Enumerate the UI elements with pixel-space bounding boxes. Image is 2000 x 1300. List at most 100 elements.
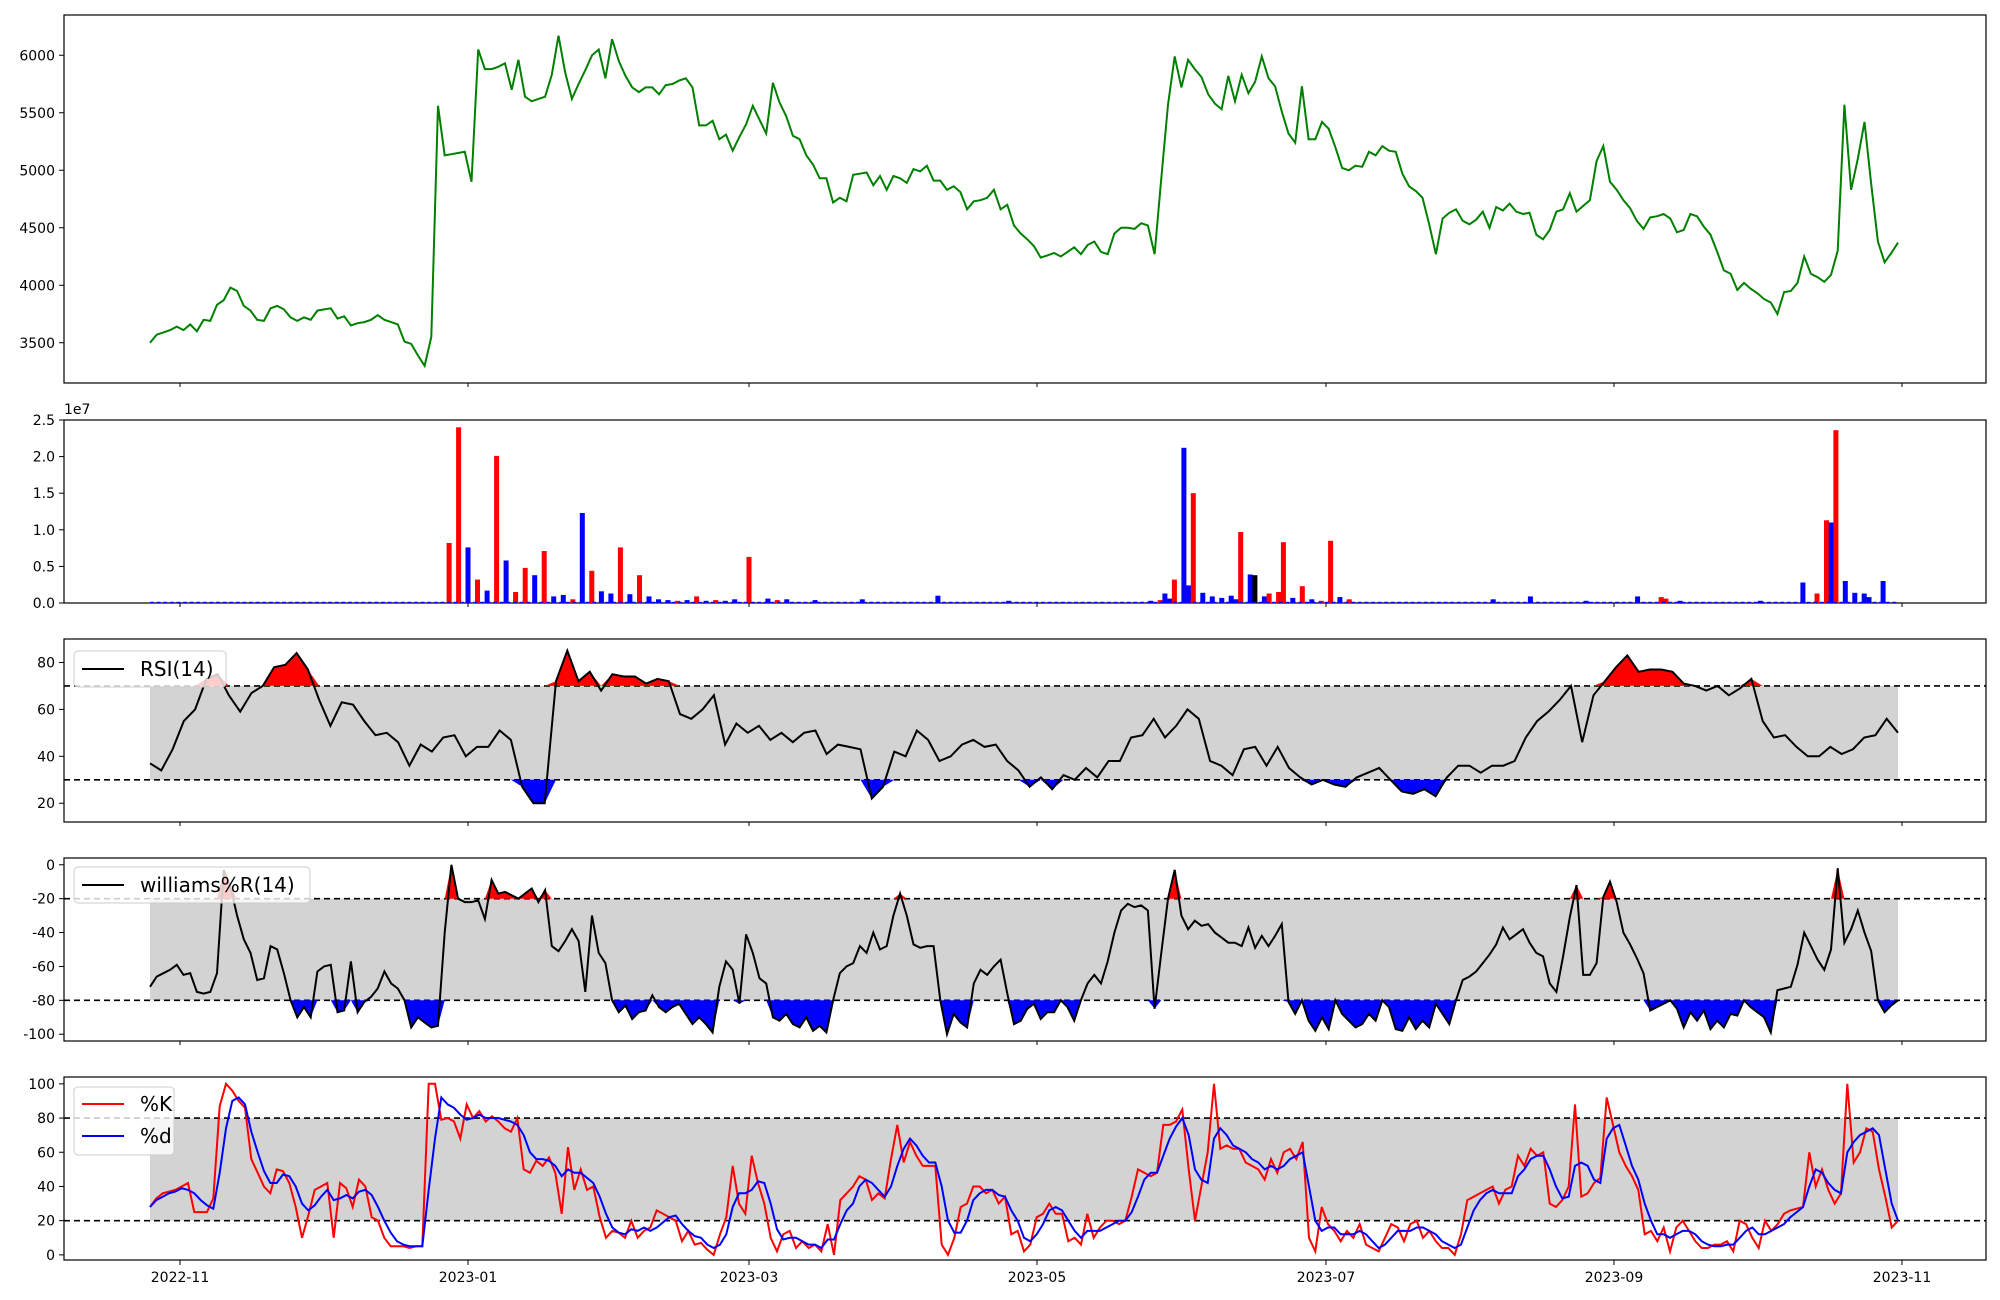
- volume-bar: [1542, 601, 1547, 603]
- volume-bar: [1074, 601, 1078, 603]
- volume-bar: [1437, 601, 1441, 603]
- volume-bar: [1852, 592, 1858, 603]
- volume-bar: [843, 601, 847, 603]
- volume-bar: [1166, 601, 1171, 603]
- volume-bar: [1529, 601, 1534, 603]
- volume-bar: [1813, 601, 1818, 603]
- volume-bar: [546, 601, 550, 603]
- volume-bar: [1309, 599, 1315, 603]
- volume-bar: [882, 601, 887, 603]
- williams-r-oversold-fill: [1382, 1000, 1456, 1031]
- williams-r-overbought-fill: [518, 888, 539, 899]
- volume-bar: [460, 601, 465, 603]
- volume-bar: [1261, 596, 1267, 603]
- volume-bar: [288, 601, 293, 603]
- volume-bar: [988, 601, 993, 603]
- volume-bar: [565, 601, 570, 603]
- volume-bar: [1140, 601, 1144, 603]
- volume-bar: [1397, 601, 1402, 603]
- volume-bar: [480, 601, 484, 603]
- rsi-ytick-label: 20: [37, 796, 55, 812]
- volume-bar: [849, 601, 854, 603]
- volume-bar: [1522, 601, 1527, 603]
- volume-ytick-label: 0.5: [33, 559, 55, 575]
- volume-bar: [1687, 601, 1692, 603]
- volume-bar: [796, 601, 801, 603]
- price-ytick-label: 4500: [19, 221, 55, 237]
- volume-bar: [862, 601, 867, 603]
- williams-r-oversold-fill: [1007, 1000, 1061, 1025]
- volume-bar: [202, 601, 207, 603]
- volume-bar: [631, 601, 636, 603]
- volume-bar: [909, 601, 913, 603]
- volume-bar: [856, 601, 861, 603]
- volume-panel: 1e7 0.0 0.5 1.0 1.5 2.0 2.5: [33, 402, 1987, 612]
- volume-bar: [1635, 601, 1639, 603]
- volume-bar: [1549, 601, 1554, 603]
- volume-bar: [777, 601, 781, 603]
- volume-bar: [255, 601, 260, 603]
- volume-bar: [1233, 599, 1239, 603]
- volume-bar: [1266, 593, 1272, 603]
- volume-bar: [869, 601, 874, 603]
- volume-bar: [433, 601, 438, 603]
- volume-bar: [1238, 532, 1244, 603]
- volume-bar: [1384, 601, 1389, 603]
- volume-bar: [1351, 601, 1356, 603]
- volume-bar: [1245, 601, 1250, 603]
- volume-bar: [1232, 601, 1237, 603]
- volume-bar: [1272, 601, 1276, 603]
- volume-bar: [295, 601, 300, 603]
- volume-bar: [1171, 579, 1177, 603]
- volume-bar: [784, 599, 790, 603]
- volume-bar: [1773, 601, 1778, 603]
- rsi-ytick-label: 60: [37, 702, 55, 718]
- volume-bar: [746, 556, 752, 603]
- volume-bar: [1846, 601, 1851, 603]
- volume-bar: [876, 601, 880, 603]
- volume-bar: [585, 601, 590, 603]
- volume-bar: [473, 601, 478, 603]
- volume-bar: [592, 601, 597, 603]
- volume-bar: [1880, 581, 1886, 603]
- volume-bar: [1734, 601, 1738, 603]
- volume-bar: [1410, 601, 1415, 603]
- volume-bar: [810, 601, 814, 603]
- volume-bar: [981, 601, 986, 603]
- williams-r-ytick-label: -20: [32, 892, 55, 908]
- volume-bar: [750, 601, 755, 603]
- volume-bar: [440, 601, 445, 603]
- volume-bar: [1014, 601, 1019, 603]
- volume-bar: [915, 601, 920, 603]
- volume-bar: [1148, 600, 1154, 603]
- volume-bar: [1190, 493, 1196, 603]
- volume-bar: [1747, 601, 1752, 603]
- volume-bar: [1608, 601, 1613, 603]
- volume-bar: [1298, 601, 1303, 603]
- volume-bar: [176, 601, 181, 603]
- volume-bar: [1034, 601, 1039, 603]
- volume-bar: [1027, 601, 1032, 603]
- price-ytick-label: 3500: [19, 336, 55, 352]
- rsi-ytick-label: 80: [37, 655, 55, 671]
- volume-bar: [935, 595, 941, 603]
- volume-bar: [242, 601, 247, 603]
- volume-bar: [394, 601, 399, 603]
- volume-bar: [1621, 601, 1626, 603]
- volume-bar: [1113, 601, 1118, 603]
- stochastic-panel: 0 20 40 60 80 100: [28, 1076, 1987, 1264]
- volume-bar: [1192, 601, 1197, 603]
- volume-bar: [249, 601, 253, 603]
- volume-bar: [579, 513, 585, 603]
- williams-r-band: [150, 898, 1898, 1001]
- volume-bar: [678, 601, 682, 603]
- stochastic-legend: %K %d: [73, 1086, 175, 1156]
- volume-bar: [684, 601, 689, 603]
- volume-bar: [1162, 593, 1168, 603]
- volume-bar: [1021, 601, 1026, 603]
- volume-bar: [704, 601, 709, 603]
- volume-bar: [315, 601, 319, 603]
- volume-bar: [381, 601, 385, 603]
- volume-bar: [334, 601, 339, 603]
